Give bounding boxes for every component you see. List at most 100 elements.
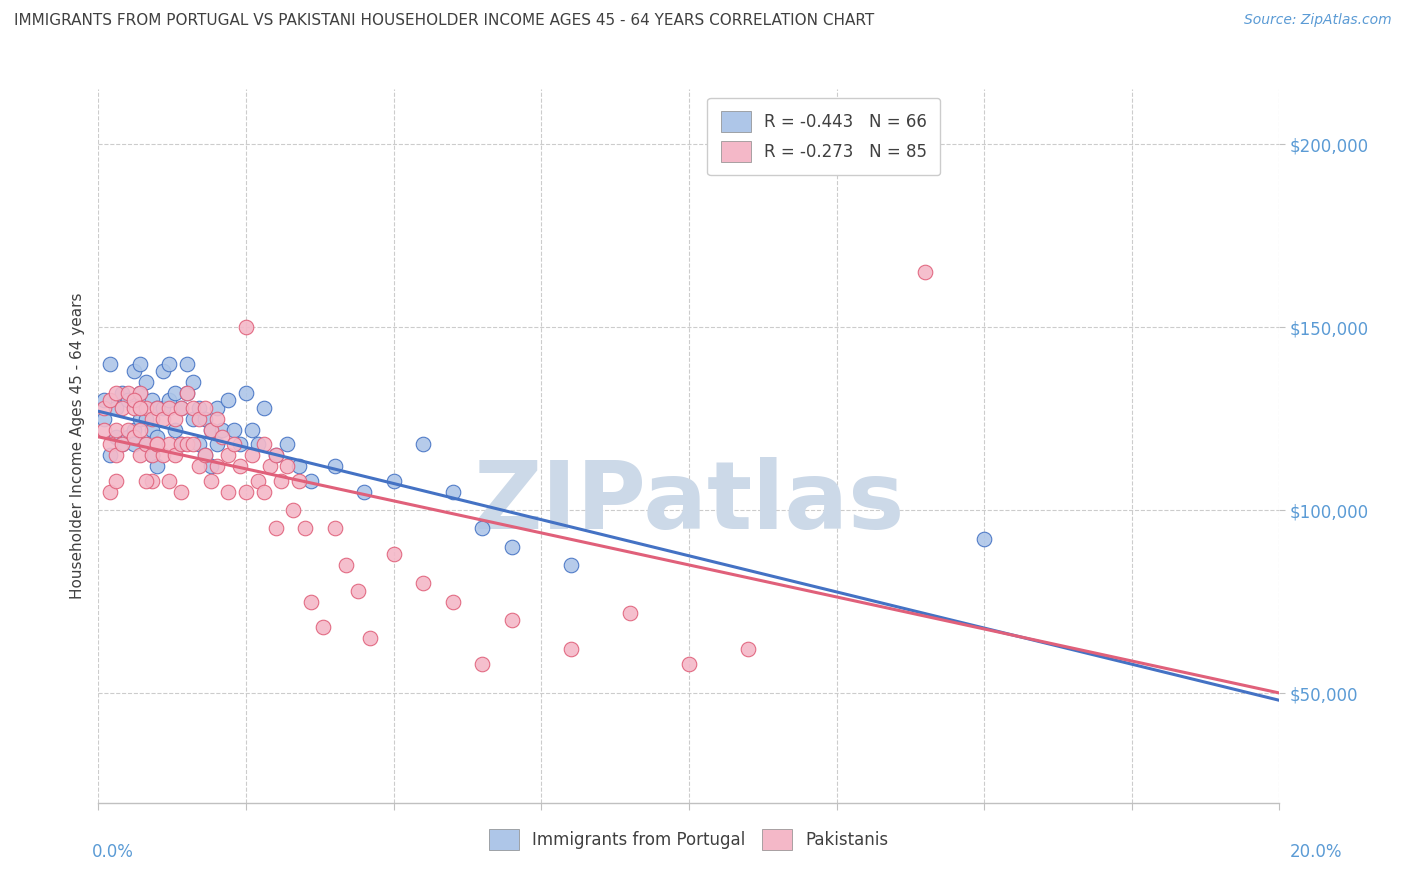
Point <box>200 423 222 437</box>
Text: ZIPatlas: ZIPatlas <box>474 457 904 549</box>
Point <box>165 423 187 437</box>
Text: Source: ZipAtlas.com: Source: ZipAtlas.com <box>1244 13 1392 28</box>
Point <box>157 437 180 451</box>
Point <box>105 474 128 488</box>
Point <box>382 474 405 488</box>
Point <box>146 401 169 415</box>
Point <box>117 386 139 401</box>
Point <box>128 401 150 415</box>
Point <box>98 437 121 451</box>
Point <box>146 459 169 474</box>
Point <box>235 320 257 334</box>
Point <box>170 437 193 451</box>
Point <box>165 386 187 401</box>
Point <box>105 423 128 437</box>
Point <box>128 448 150 462</box>
Text: IMMIGRANTS FROM PORTUGAL VS PAKISTANI HOUSEHOLDER INCOME AGES 45 - 64 YEARS CORR: IMMIGRANTS FROM PORTUGAL VS PAKISTANI HO… <box>14 13 875 29</box>
Point <box>276 459 298 474</box>
Point <box>152 448 174 462</box>
Point <box>471 521 494 535</box>
Point <box>441 484 464 499</box>
Point <box>560 642 582 657</box>
Point <box>128 357 150 371</box>
Point <box>181 437 204 451</box>
Point <box>170 401 193 415</box>
Point <box>181 375 204 389</box>
Point <box>194 448 217 462</box>
Point <box>224 437 246 451</box>
Point <box>471 657 494 671</box>
Point <box>560 558 582 572</box>
Point <box>146 401 169 415</box>
Point <box>135 437 157 451</box>
Point <box>441 594 464 608</box>
Point <box>141 411 163 425</box>
Point <box>128 386 150 401</box>
Point <box>176 386 198 401</box>
Point <box>117 430 139 444</box>
Point <box>152 401 174 415</box>
Point <box>270 474 292 488</box>
Point <box>288 459 311 474</box>
Point <box>111 401 134 415</box>
Point <box>235 386 257 401</box>
Point <box>299 474 322 488</box>
Point <box>122 401 145 415</box>
Point <box>200 474 222 488</box>
Point <box>235 484 257 499</box>
Point <box>135 401 157 415</box>
Point <box>135 474 157 488</box>
Point <box>165 411 187 425</box>
Point <box>412 437 434 451</box>
Text: 0.0%: 0.0% <box>91 843 134 861</box>
Point <box>170 484 193 499</box>
Point <box>187 459 209 474</box>
Point <box>157 393 180 408</box>
Point <box>157 474 180 488</box>
Point <box>359 631 381 645</box>
Point <box>294 521 316 535</box>
Point <box>678 657 700 671</box>
Point <box>205 437 228 451</box>
Point <box>122 423 145 437</box>
Point <box>176 357 198 371</box>
Point <box>141 448 163 462</box>
Point <box>98 393 121 408</box>
Point <box>323 521 346 535</box>
Point <box>312 620 335 634</box>
Point <box>146 437 169 451</box>
Point <box>128 423 150 437</box>
Point <box>111 437 134 451</box>
Y-axis label: Householder Income Ages 45 - 64 years: Householder Income Ages 45 - 64 years <box>69 293 84 599</box>
Point <box>141 474 163 488</box>
Point <box>264 521 287 535</box>
Point <box>246 474 269 488</box>
Point <box>141 448 163 462</box>
Point <box>111 437 134 451</box>
Point <box>229 437 252 451</box>
Point <box>194 448 217 462</box>
Point <box>382 547 405 561</box>
Point <box>347 583 370 598</box>
Point <box>93 401 115 415</box>
Point <box>240 448 263 462</box>
Point <box>117 393 139 408</box>
Point <box>501 613 523 627</box>
Point <box>105 386 128 401</box>
Point <box>105 401 128 415</box>
Point <box>194 401 217 415</box>
Point <box>229 459 252 474</box>
Point <box>205 411 228 425</box>
Point <box>200 459 222 474</box>
Point <box>737 642 759 657</box>
Point <box>146 430 169 444</box>
Point <box>111 386 134 401</box>
Point <box>264 448 287 462</box>
Point <box>157 401 180 415</box>
Point <box>211 430 233 444</box>
Point <box>170 401 193 415</box>
Point <box>176 437 198 451</box>
Point <box>93 411 115 425</box>
Point <box>217 448 239 462</box>
Point <box>122 364 145 378</box>
